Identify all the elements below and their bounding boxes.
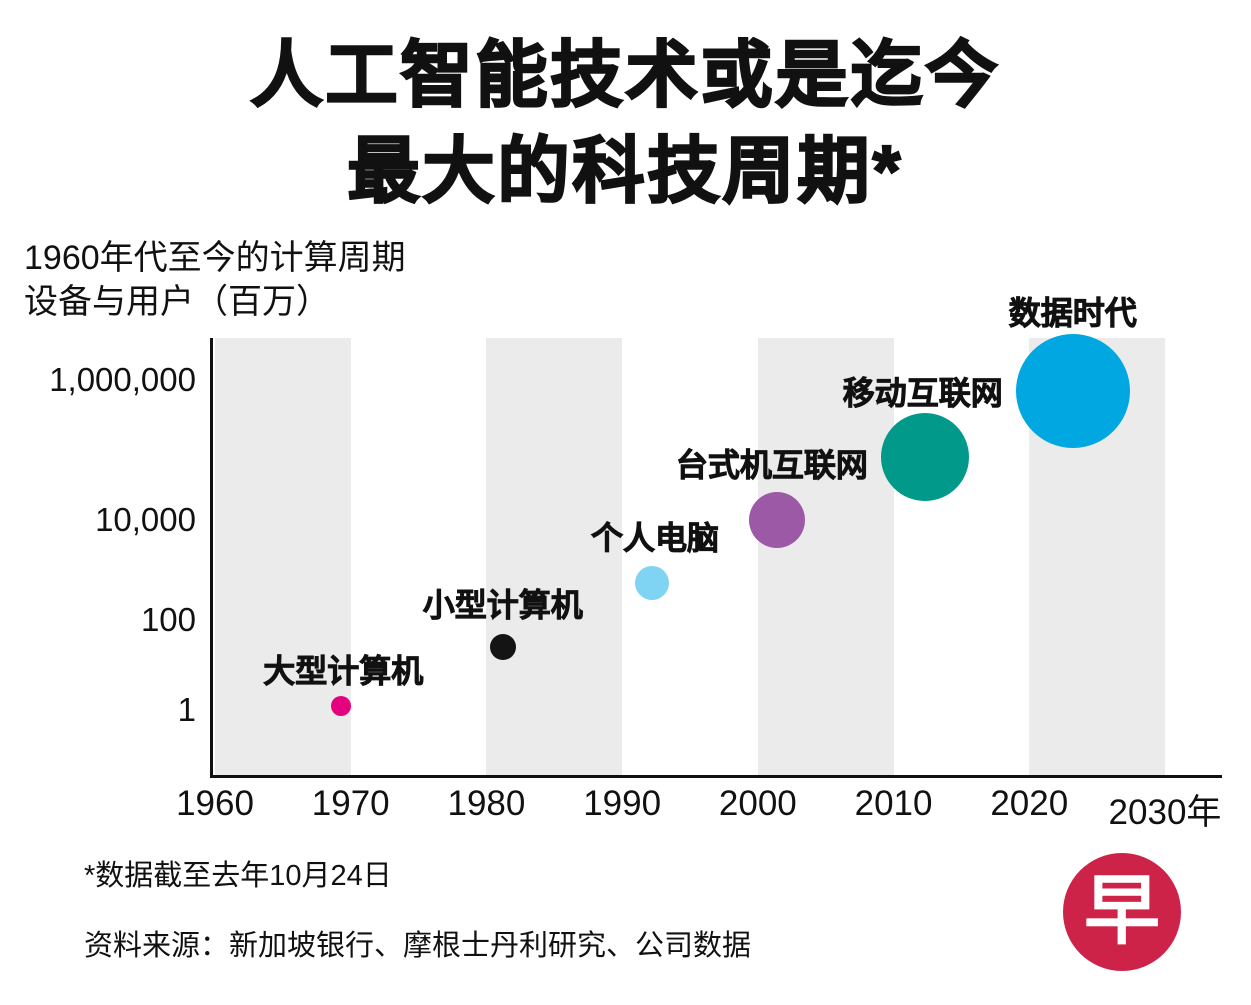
- subtitle-line1: 1960年代至今的计算周期: [24, 239, 406, 277]
- bubble-label-personal-computer: 个人电脑: [590, 519, 720, 557]
- y-axis-tick-label: 1: [177, 691, 196, 728]
- x-axis-tick-label: 1970: [311, 784, 390, 823]
- bubble-label-mobile-internet: 移动互联网: [842, 374, 1003, 411]
- y-axis-tick-label: 1,000,000: [49, 361, 196, 398]
- bubble-label-data-era: 数据时代: [1008, 294, 1137, 331]
- bubble-mainframe: [331, 696, 352, 717]
- y-axis-line: [210, 338, 213, 778]
- bubble-data-era: [1015, 333, 1130, 448]
- decade-band: [215, 338, 351, 775]
- chart-title-line1: 人工智能技术或是迄今: [249, 35, 1001, 117]
- y-axis-tick-label: 100: [140, 601, 196, 638]
- decade-band: [757, 338, 894, 775]
- x-axis-tick-label: 2030年: [1108, 793, 1222, 832]
- bubble-desktop-internet: [748, 492, 805, 548]
- source-credit: 资料来源：新加坡银行、摩根士丹利研究、公司数据: [84, 930, 752, 962]
- x-axis-tick-label: 2010: [854, 784, 933, 823]
- footnote: *数据截至去年10月24日: [84, 860, 392, 892]
- x-axis-tick-label: 1960: [176, 784, 254, 823]
- chart-title: 人工智能技术或是迄今 最大的科技周期*: [0, 28, 1251, 220]
- logo-character: 早: [1084, 869, 1160, 954]
- y-axis-tick-label: 10,000: [95, 501, 196, 538]
- x-axis-tick-label: 1990: [583, 784, 662, 823]
- bubble-personal-computer: [634, 565, 669, 600]
- bubble-minicomputer: [489, 634, 516, 661]
- x-axis-tick-label: 2020: [990, 784, 1069, 823]
- x-axis-tick-label: 2000: [718, 784, 797, 823]
- zaobao-logo: 早: [1063, 853, 1181, 971]
- bubble-label-mainframe: 大型计算机: [263, 653, 424, 690]
- chart-title-line2: 最大的科技周期*: [346, 131, 904, 213]
- x-axis-tick-label: 1980: [447, 784, 526, 823]
- chart-subtitle: 1960年代至今的计算周期 设备与用户（百万）: [24, 236, 406, 324]
- x-axis-line: [210, 775, 1222, 778]
- decade-band: [486, 338, 623, 775]
- subtitle-line2: 设备与用户（百万）: [24, 283, 330, 321]
- bubble-label-minicomputer: 小型计算机: [422, 587, 583, 624]
- bubble-mobile-internet: [880, 412, 969, 501]
- bubble-label-desktop-internet: 台式机互联网: [675, 447, 868, 484]
